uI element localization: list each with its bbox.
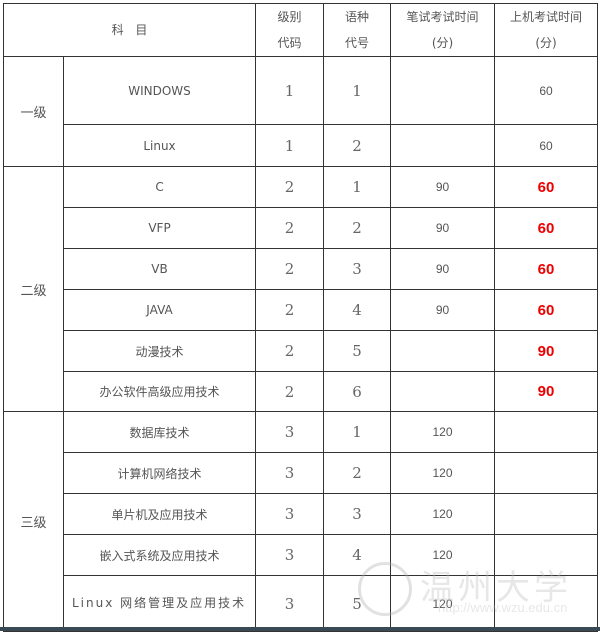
header-line: 级别 (277, 10, 302, 24)
table-row: 三级 数据库技术 3 1 120 (3, 411, 599, 632)
lang-code-cell: 3 (323, 248, 392, 290)
subject-cell: C (62, 166, 257, 208)
table-row: 办公软件高级应用技术 2 6 90 (4, 371, 599, 412)
lang-code-cell: 5 (323, 575, 392, 632)
written-time-cell: 120 (390, 575, 496, 632)
header-line: 笔试考试时间 (406, 10, 479, 24)
header-level-code: 级别 代码 (255, 3, 325, 57)
level-code-cell: 3 (255, 411, 325, 453)
written-time-cell: 90 (390, 207, 496, 249)
computer-time-cell: 60 (494, 289, 599, 331)
subject-cell: 计算机网络技术 (62, 452, 257, 494)
computer-time-cell: 90 (494, 371, 599, 412)
lang-code-cell: 2 (323, 124, 392, 167)
written-time-cell (390, 124, 496, 167)
written-time-cell: 120 (390, 534, 496, 576)
subject-cell: 数据库技术 (62, 411, 257, 453)
written-time-cell: 120 (390, 452, 496, 494)
level-label: 一级 (3, 56, 64, 167)
level-code-cell: 1 (255, 56, 325, 125)
subject-cell: 办公软件高级应用技术 (62, 371, 257, 412)
subject-cell: 嵌入式系统及应用技术 (62, 534, 257, 576)
table-row: 计算机网络技术 3 2 120 (4, 452, 599, 494)
subject-cell: 动漫技术 (62, 330, 257, 372)
computer-time-cell: 60 (494, 124, 599, 167)
table-row: 嵌入式系统及应用技术 3 4 120 (4, 534, 599, 576)
subject-cell: JAVA (62, 289, 257, 331)
header-lang-code: 语种 代号 (323, 3, 392, 57)
level-code-cell: 2 (255, 166, 325, 208)
header-row: 科 目 级别代码 语种代号 笔试考试时间 (分) 上机考试时间 (分) (2, 3, 599, 57)
lang-code-cell: 4 (323, 289, 392, 331)
level-code-cell: 2 (255, 248, 325, 290)
lang-code-cell: 1 (323, 56, 392, 125)
written-time-cell: 120 (390, 411, 496, 453)
table-row: Linux 1 2 60 (4, 124, 599, 167)
computer-time-cell: 90 (494, 330, 599, 372)
written-time-cell: 120 (390, 493, 496, 535)
written-time-cell: 90 (390, 289, 496, 331)
header-line: 代码 (277, 36, 302, 50)
header-line: 代号 (345, 36, 370, 50)
written-time-cell (390, 56, 496, 125)
lang-code-cell: 1 (323, 166, 392, 208)
table-row: JAVA 2 4 90 60 (4, 289, 599, 331)
header-subject: 科 目 (2, 3, 257, 57)
lang-code-cell: 1 (323, 411, 392, 453)
lang-code-cell: 5 (323, 330, 392, 372)
subject-cell: WINDOWS (62, 56, 257, 125)
computer-time-cell: 60 (494, 56, 599, 125)
table-row: 动漫技术 2 5 90 (4, 330, 599, 372)
lang-code-cell: 3 (323, 493, 392, 535)
written-time-cell: 90 (390, 248, 496, 290)
computer-time-cell: 60 (494, 248, 599, 290)
level-code-cell: 3 (255, 575, 325, 632)
header-line: (分) (431, 36, 454, 50)
lang-code-cell: 6 (323, 371, 392, 412)
table-row: 一级 WINDOWS 1 1 60 (3, 56, 599, 167)
subject-cell: Linux (62, 124, 257, 167)
level-code-cell: 2 (255, 289, 325, 331)
level-code-cell: 3 (255, 534, 325, 576)
subject-cell: 单片机及应用技术 (62, 493, 257, 535)
lang-code-cell: 2 (323, 452, 392, 494)
level-code-cell: 1 (255, 124, 325, 167)
table-row: 二级 C 2 1 90 60 (3, 166, 599, 412)
level-label: 三级 (3, 411, 64, 632)
lang-code-cell: 4 (323, 534, 392, 576)
header-computer-time: 上机考试时间 (分) (494, 3, 599, 57)
header-line: (分) (535, 36, 557, 50)
computer-time-cell (494, 534, 599, 576)
header-line: 上机考试时间 (510, 10, 583, 24)
computer-time-cell: 60 (494, 166, 599, 208)
level-code-cell: 2 (255, 207, 325, 249)
computer-time-cell (494, 411, 599, 453)
table-row: VB 2 3 90 60 (4, 248, 599, 290)
header-written-time: 笔试考试时间 (分) (390, 3, 496, 57)
level-code-cell: 2 (255, 371, 325, 412)
computer-time-cell: 60 (494, 207, 599, 249)
subject-cell: VB (62, 248, 257, 290)
table-row: 单片机及应用技术 3 3 120 (4, 493, 599, 535)
computer-time-cell (494, 493, 599, 535)
level-label: 二级 (3, 166, 64, 412)
level-code-cell: 3 (255, 493, 325, 535)
lang-code-cell: 2 (323, 207, 392, 249)
table-row: VFP 2 2 90 60 (4, 207, 599, 249)
written-time-cell: 90 (390, 166, 496, 208)
computer-time-cell (494, 452, 599, 494)
computer-time-cell (494, 575, 599, 632)
subject-cell: Linux 网络管理及应用技术 (62, 575, 257, 632)
bottom-border-bar (0, 627, 600, 631)
written-time-cell (390, 371, 496, 412)
subject-cell: VFP (62, 207, 257, 249)
table-row: Linux 网络管理及应用技术 3 5 120 (4, 575, 599, 632)
exam-schedule-table: 科 目 级别代码 语种代号 笔试考试时间 (分) 上机考试时间 (分) 一级 WIND… (2, 3, 599, 632)
level-code-cell: 3 (255, 452, 325, 494)
level-code-cell: 2 (255, 330, 325, 372)
written-time-cell (390, 330, 496, 372)
header-line: 语种 (345, 10, 370, 24)
